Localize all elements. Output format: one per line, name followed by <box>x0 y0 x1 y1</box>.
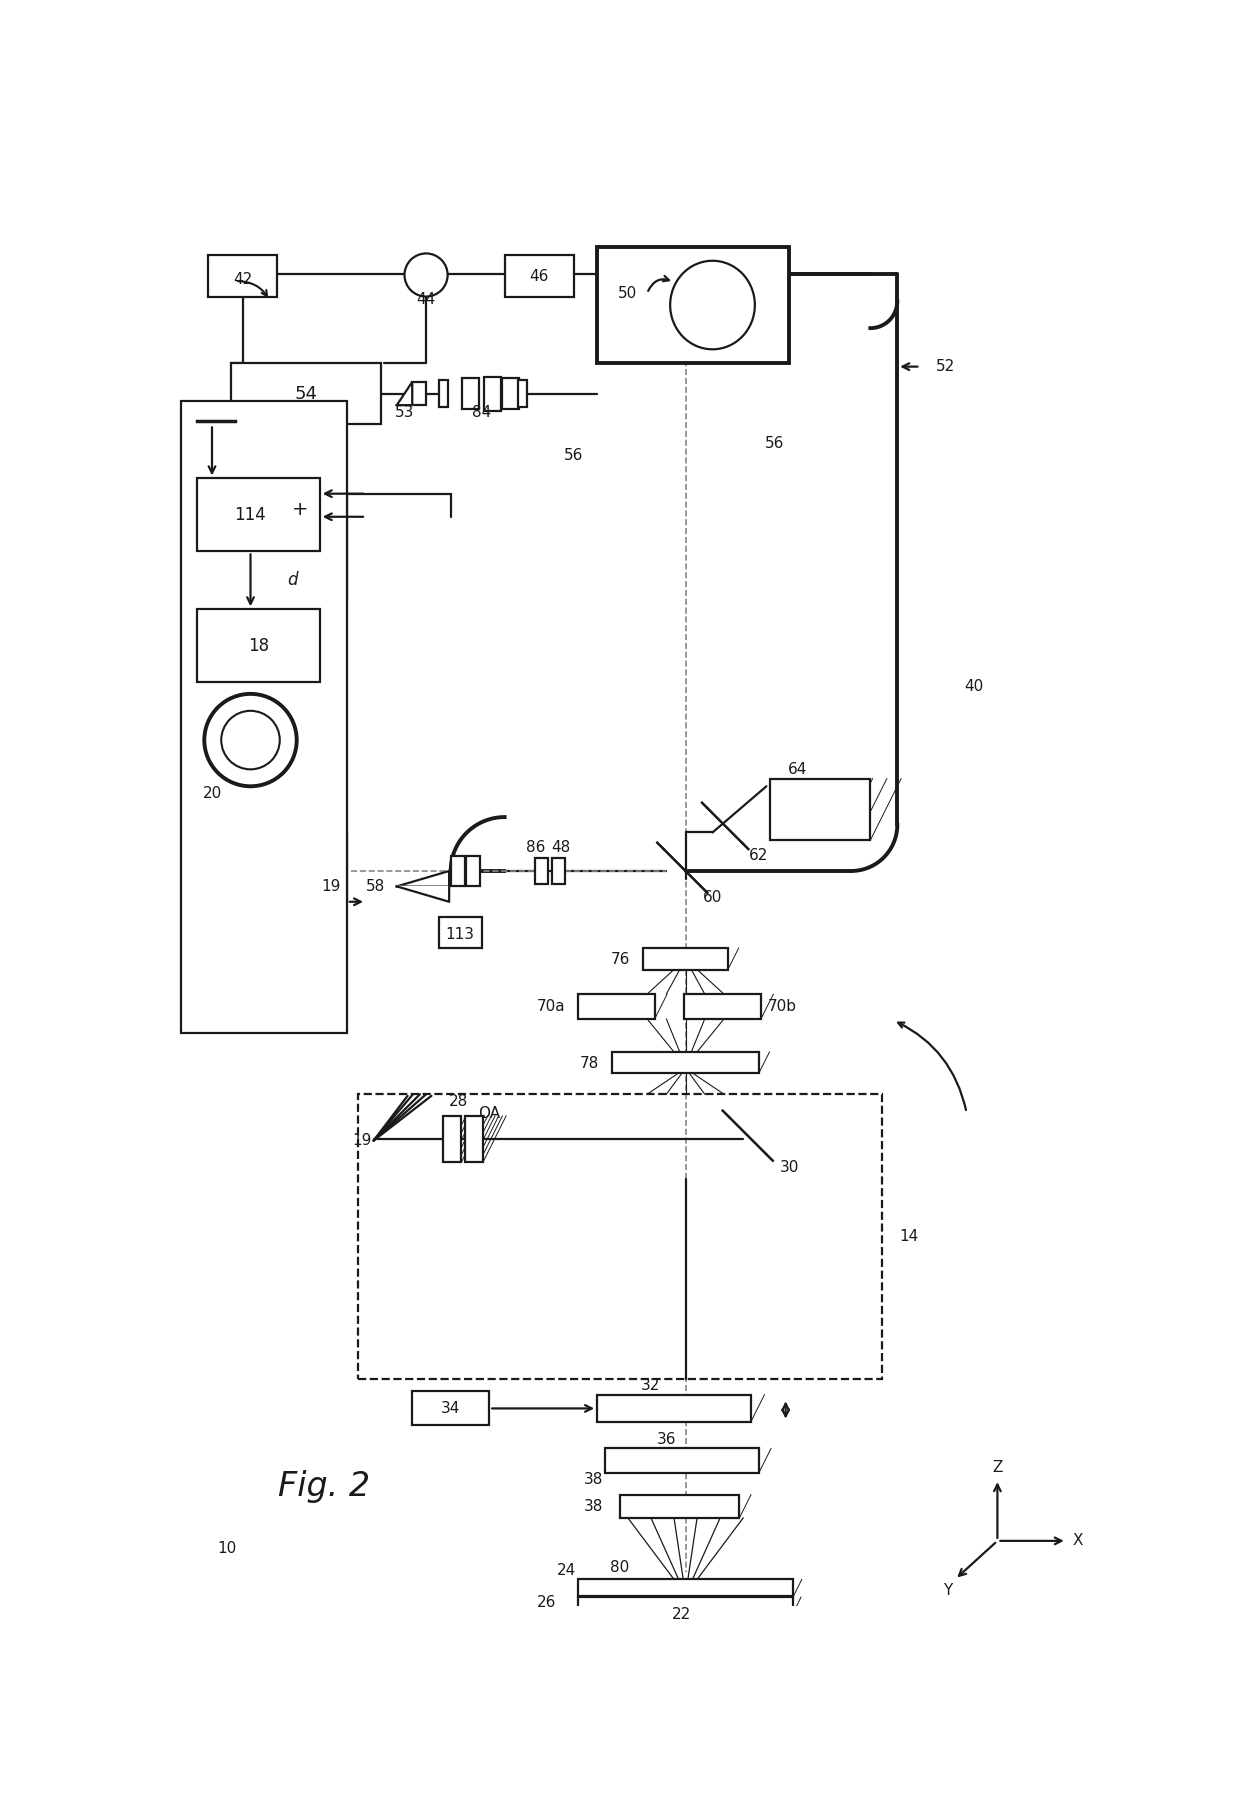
Text: 70b: 70b <box>768 999 796 1014</box>
Text: 70a: 70a <box>537 999 565 1014</box>
Bar <box>578 1597 794 1613</box>
Bar <box>465 1117 484 1162</box>
Bar <box>443 1117 461 1162</box>
Text: 38: 38 <box>584 1499 603 1514</box>
Bar <box>578 1578 794 1597</box>
Text: 64: 64 <box>787 761 807 778</box>
Text: 78: 78 <box>579 1055 599 1072</box>
Text: 14: 14 <box>899 1229 919 1245</box>
Bar <box>505 254 574 298</box>
Bar <box>552 859 564 884</box>
Text: 26: 26 <box>537 1595 557 1609</box>
Text: 86: 86 <box>526 841 546 855</box>
Text: 19: 19 <box>352 1133 372 1147</box>
Bar <box>770 779 870 841</box>
Text: 114: 114 <box>234 507 267 525</box>
Circle shape <box>221 711 280 769</box>
Text: 50: 50 <box>619 287 637 301</box>
Text: OA: OA <box>479 1106 500 1120</box>
Text: 113: 113 <box>445 927 475 942</box>
Text: 54: 54 <box>294 384 317 402</box>
Bar <box>463 379 479 410</box>
Text: 46: 46 <box>529 269 549 283</box>
Bar <box>412 382 427 406</box>
Text: Y: Y <box>942 1584 952 1598</box>
Bar <box>502 379 520 410</box>
Text: 56: 56 <box>564 447 584 462</box>
Bar <box>644 947 728 969</box>
Text: 80: 80 <box>610 1560 630 1575</box>
Bar <box>536 859 548 884</box>
Text: 48: 48 <box>552 841 570 855</box>
Bar <box>439 916 481 947</box>
Bar <box>197 610 320 682</box>
Bar <box>605 1449 759 1474</box>
Bar <box>231 363 382 424</box>
Text: 19: 19 <box>321 879 341 893</box>
Polygon shape <box>397 871 449 886</box>
Polygon shape <box>397 886 449 902</box>
Text: d: d <box>288 570 298 588</box>
Bar <box>466 855 480 886</box>
Text: 28: 28 <box>449 1095 467 1109</box>
Text: 84: 84 <box>472 406 491 420</box>
Text: 30: 30 <box>780 1160 800 1174</box>
Text: 58: 58 <box>366 879 386 893</box>
Text: 38: 38 <box>584 1472 603 1486</box>
Circle shape <box>404 253 448 296</box>
Text: 44: 44 <box>417 292 435 307</box>
Text: 40: 40 <box>965 678 983 695</box>
Text: 36: 36 <box>656 1432 676 1447</box>
Text: 20: 20 <box>202 787 222 801</box>
Text: 56: 56 <box>764 437 784 451</box>
Text: 10: 10 <box>218 1541 237 1557</box>
Text: 62: 62 <box>749 848 769 862</box>
Bar <box>197 478 320 552</box>
Text: 22: 22 <box>672 1607 692 1622</box>
Bar <box>439 381 449 406</box>
Bar <box>517 381 527 406</box>
Text: 76: 76 <box>610 953 630 967</box>
Text: 34: 34 <box>441 1402 460 1416</box>
Ellipse shape <box>670 262 755 350</box>
Bar <box>450 855 465 886</box>
Text: 53: 53 <box>394 406 414 420</box>
Bar <box>412 1391 490 1425</box>
Bar <box>596 1394 751 1422</box>
Bar <box>181 400 347 1032</box>
Bar <box>684 994 761 1019</box>
Text: 32: 32 <box>641 1378 661 1393</box>
Bar <box>484 377 501 411</box>
Text: 24: 24 <box>557 1562 575 1578</box>
Text: 18: 18 <box>248 637 269 655</box>
Text: X: X <box>1073 1533 1084 1548</box>
Text: 52: 52 <box>936 359 955 373</box>
Text: 60: 60 <box>703 891 722 906</box>
Polygon shape <box>397 382 412 406</box>
Bar <box>358 1095 882 1380</box>
Text: Z: Z <box>992 1459 1003 1476</box>
Bar <box>613 1052 759 1073</box>
Circle shape <box>205 695 296 787</box>
Text: Fig. 2: Fig. 2 <box>278 1470 370 1503</box>
Bar <box>620 1496 739 1517</box>
Bar <box>578 994 655 1019</box>
Text: 42: 42 <box>233 272 253 287</box>
Text: +: + <box>293 500 309 518</box>
Bar <box>596 247 790 363</box>
Bar <box>208 254 278 298</box>
